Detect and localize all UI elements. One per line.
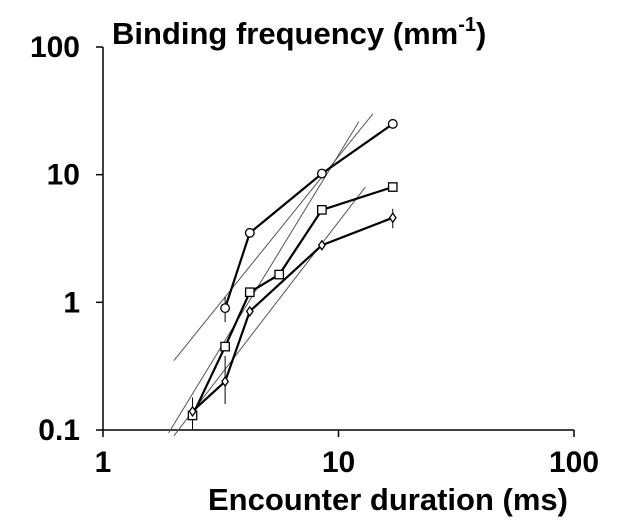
fit-lines: [168, 113, 374, 437]
data-point-circle: [316, 168, 327, 179]
x-axis-label: Encounter duration (ms): [208, 482, 568, 517]
data-point-square: [387, 182, 398, 192]
data-point-circle: [220, 303, 231, 314]
chart-title-suffix: ): [476, 16, 486, 51]
data-point-diamond: [388, 212, 397, 224]
series-circle: [220, 118, 398, 323]
chart-title-superscript: -1: [458, 14, 476, 36]
x-tick-label: 100: [549, 446, 599, 479]
series-diamond: [188, 208, 397, 417]
data-point-square: [244, 287, 255, 298]
tick-labels: 1 10 100 0.1 1 10 100: [30, 31, 599, 479]
data-point-square: [274, 269, 285, 280]
series-line: [191, 185, 394, 416]
data-point-circle: [387, 118, 398, 129]
series-square: [187, 182, 398, 430]
data-point-square: [317, 205, 327, 215]
fit-line: [168, 121, 360, 434]
chart-title-main: Binding frequency (mm: [112, 16, 458, 51]
y-tick-label: 10: [47, 159, 80, 192]
y-tick-label: 1: [63, 286, 80, 319]
data-point-square: [220, 341, 230, 352]
data-point-diamond: [317, 239, 326, 251]
data-series: [187, 118, 398, 430]
data-point-circle: [244, 227, 255, 238]
fit-line: [173, 113, 374, 361]
fit-line: [173, 186, 366, 437]
series-line: [224, 122, 394, 309]
data-point-diamond: [221, 375, 230, 388]
chart-title: Binding frequency (mm-1): [112, 14, 486, 51]
data-point-diamond: [188, 405, 197, 417]
x-tick-label: 1: [95, 446, 112, 479]
y-tick-label: 100: [30, 31, 80, 64]
x-tick-label: 10: [322, 446, 355, 479]
y-tick-label: 0.1: [38, 414, 80, 447]
data-point-diamond: [245, 305, 254, 317]
